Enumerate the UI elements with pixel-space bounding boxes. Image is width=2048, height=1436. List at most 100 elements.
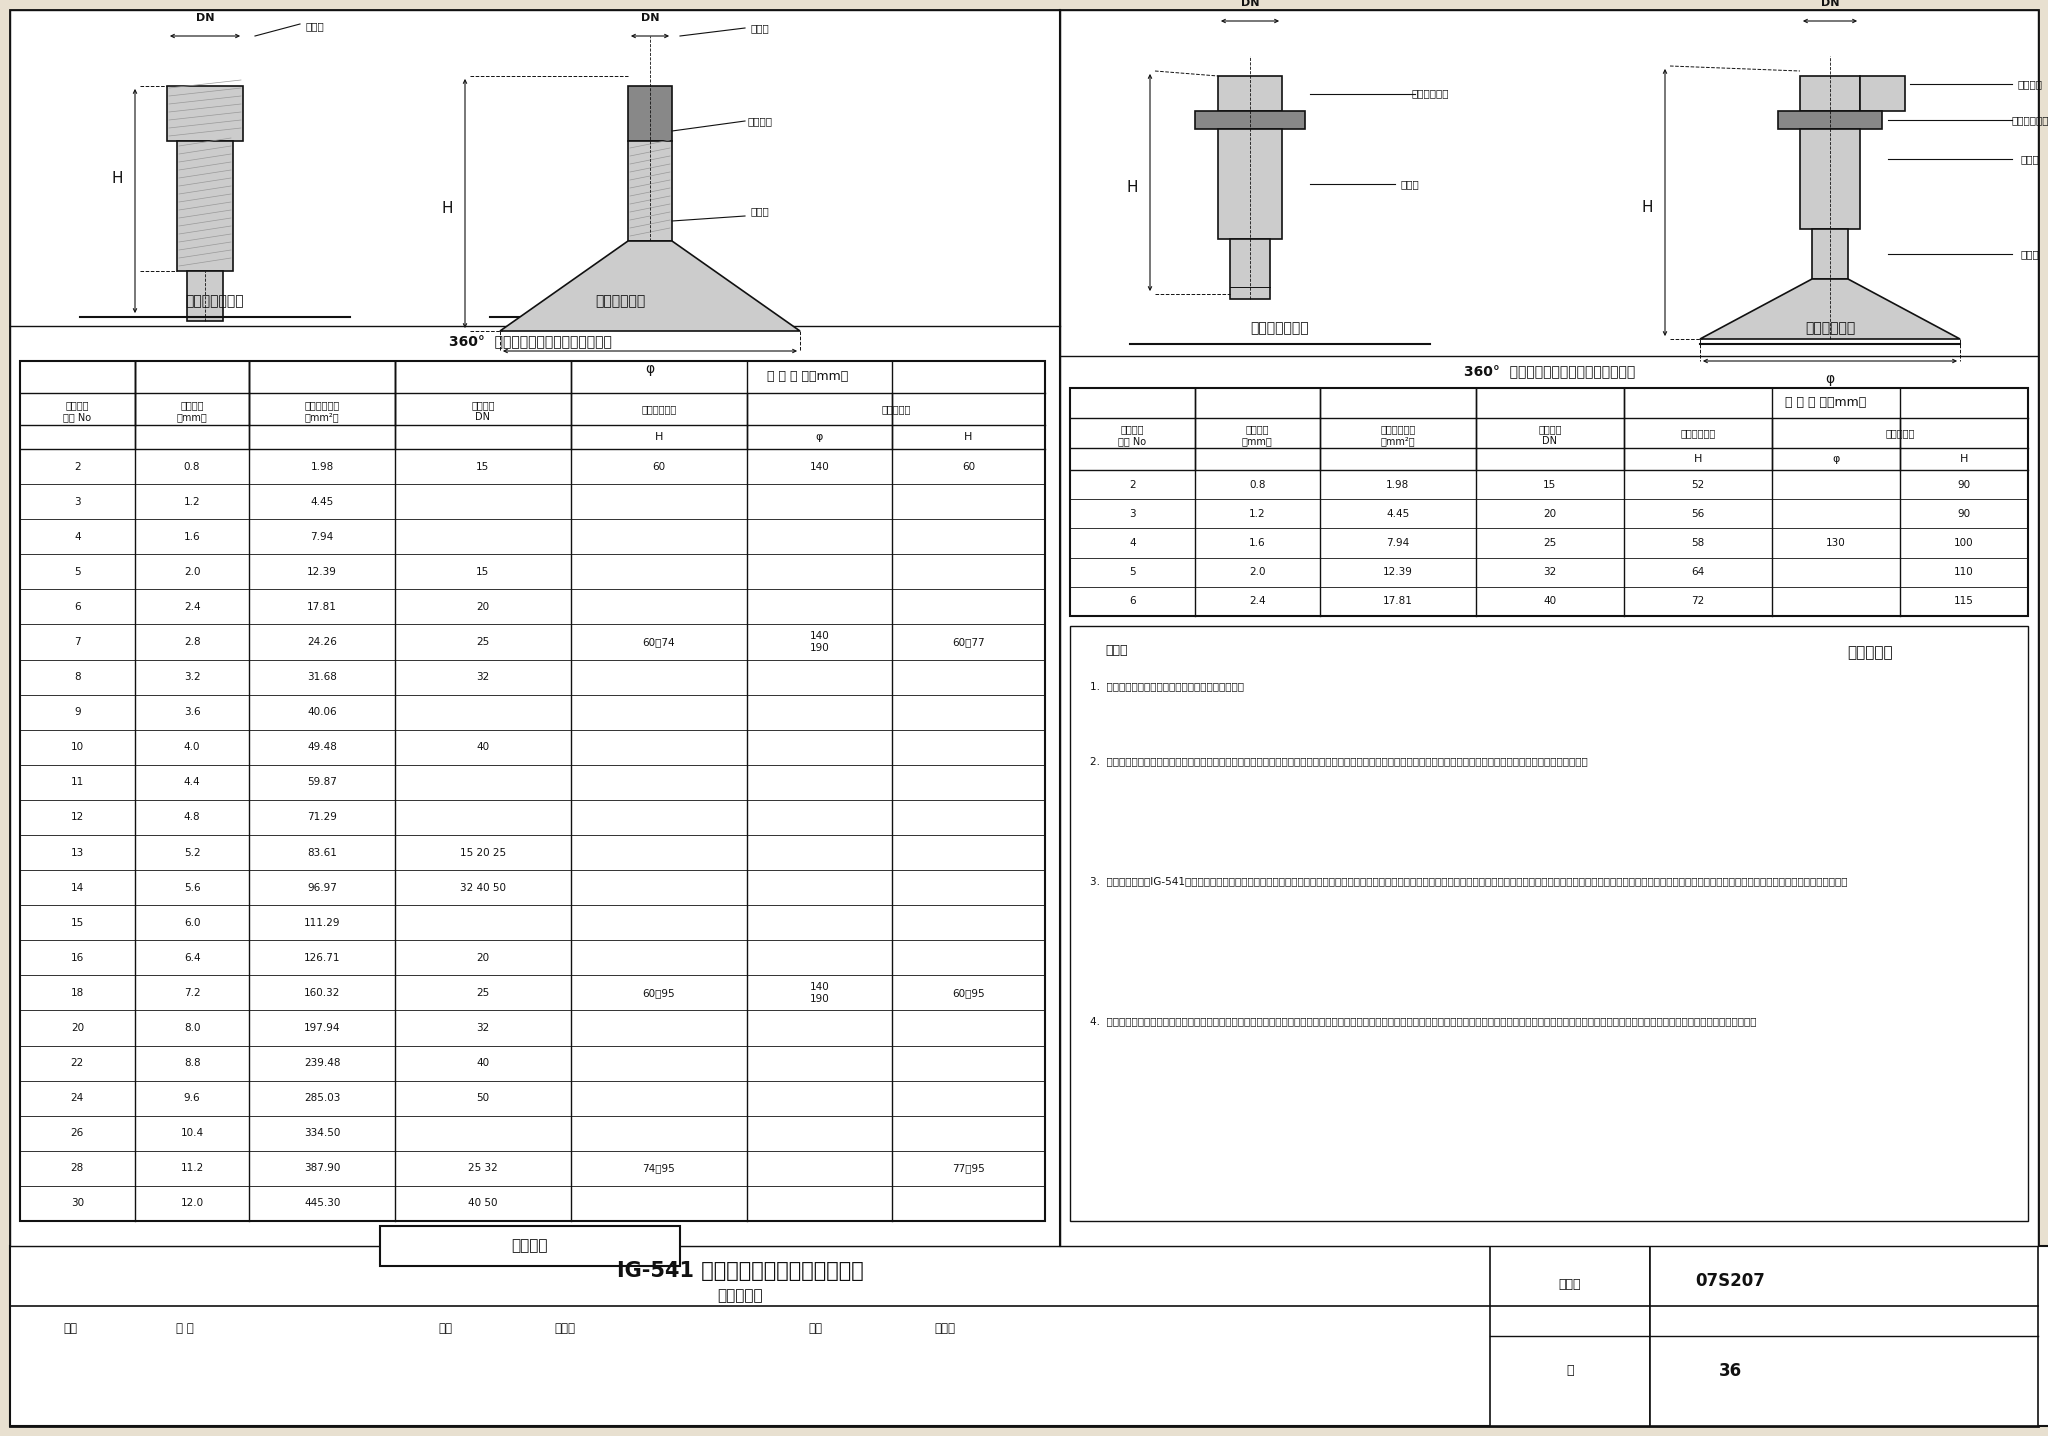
Text: 3: 3 [1128,508,1137,518]
Text: 连接管箍: 连接管箍 [2017,79,2042,89]
Text: 4.45: 4.45 [311,497,334,507]
Bar [1731,630,2009,676]
Text: H: H [440,201,453,215]
Text: 8.8: 8.8 [184,1058,201,1068]
Text: 4: 4 [1128,538,1137,549]
Text: 4.8: 4.8 [184,813,201,823]
Text: 6.4: 6.4 [184,954,201,962]
Text: 不带噴罩的噴嘴: 不带噴罩的噴嘴 [1251,322,1309,335]
Text: 11: 11 [72,777,84,787]
Text: 1.98: 1.98 [1386,480,1409,490]
Bar [1061,10,2038,1246]
Bar [1812,228,1847,279]
Text: 17.81: 17.81 [1382,596,1413,606]
Text: 17.81: 17.81 [307,602,338,612]
Text: 28: 28 [72,1163,84,1173]
Bar [1800,76,1860,111]
Text: 1.  噴嘴采用螺纹连接，有内螺纹和外螺纹两种形式。: 1. 噴嘴采用螺纹连接，有内螺纹和外螺纹两种形式。 [1090,681,1243,691]
Text: 60～95: 60～95 [952,988,985,998]
Text: 7.2: 7.2 [184,988,201,998]
Text: 接管管径
DN: 接管管径 DN [1538,424,1561,447]
Text: 20: 20 [477,602,489,612]
Text: 90: 90 [1958,508,1970,518]
Bar [10,10,1061,1246]
Text: 16: 16 [72,954,84,962]
Text: 1.6: 1.6 [1249,538,1266,549]
Text: 40: 40 [477,1058,489,1068]
Text: 140
190: 140 190 [809,630,829,653]
Text: 22: 22 [72,1058,84,1068]
Text: 9.6: 9.6 [184,1093,201,1103]
Bar [1860,76,1905,111]
Text: 130: 130 [1827,538,1845,549]
Text: 56: 56 [1692,508,1704,518]
Text: 单孔直径
（mm）: 单孔直径 （mm） [1241,424,1272,447]
Text: 单孔直径
（mm）: 单孔直径 （mm） [176,399,207,422]
Text: 24: 24 [72,1093,84,1103]
Text: 15: 15 [72,918,84,928]
Bar [1194,111,1305,129]
Text: 360°  全淡没四孔普通噴嘴外形尺寸表: 360° 全淡没四孔普通噴嘴外形尺寸表 [449,335,612,348]
Text: 审核: 审核 [63,1321,78,1334]
Text: 锁紧螺母: 锁紧螺母 [748,116,772,126]
Text: φ: φ [645,362,655,376]
Text: 72: 72 [1692,596,1704,606]
Text: 带噴罩噴嘴: 带噴罩噴嘴 [881,404,911,414]
Text: 10: 10 [72,742,84,752]
Text: 60～77: 60～77 [952,638,985,648]
Text: 140
190: 140 190 [809,982,829,1004]
Text: 3.2: 3.2 [184,672,201,682]
Text: 15: 15 [475,461,489,471]
Text: 8.0: 8.0 [184,1022,201,1032]
Text: 64: 64 [1692,567,1704,577]
Text: 9: 9 [74,707,80,717]
Bar [1778,111,1882,129]
Text: 40.06: 40.06 [307,707,338,717]
Text: 58: 58 [1692,538,1704,549]
Text: 二次减压孔板: 二次减压孔板 [1411,89,1448,99]
Text: 77～95: 77～95 [952,1163,985,1173]
Text: 40 50: 40 50 [469,1199,498,1209]
Text: 25: 25 [475,988,489,998]
Text: 说明：: 说明： [1106,645,1128,658]
Text: 4.45: 4.45 [1386,508,1409,518]
Text: 2.  噴嘴具有导向作用，能使噴出的灯火剂以更快的速度噴向被保护对象。不带噴罩的噴嘴噴出的灯火剂主要依靠火火剂的自然沉降到达被保护物体，吹顶下宜选用带噴罩的噴嘴: 2. 噴嘴具有导向作用，能使噴出的灯火剂以更快的速度噴向被保护对象。不带噴罩的噴… [1090,755,1587,765]
Bar [1800,129,1860,228]
Text: 2: 2 [1128,480,1137,490]
Circle shape [197,299,213,314]
Text: 239.48: 239.48 [303,1058,340,1068]
Text: 外 形 尺 寸（mm）: 外 形 尺 寸（mm） [768,370,848,383]
Text: 图集号: 图集号 [1559,1278,1581,1291]
Text: 115: 115 [1954,596,1974,606]
Text: 接管管径
DN: 接管管径 DN [471,399,494,422]
Text: H: H [1126,180,1139,195]
Text: 07S207: 07S207 [1696,1272,1765,1290]
Text: 页: 页 [1567,1364,1573,1377]
Text: 带噴罩的噴嘴: 带噴罩的噴嘴 [1804,322,1855,335]
Text: H: H [965,432,973,442]
Text: 带噴罩的噴嘴: 带噴罩的噴嘴 [594,294,645,307]
Text: 25: 25 [475,638,489,648]
Text: 74～95: 74～95 [643,1163,676,1173]
Text: 20: 20 [477,954,489,962]
Text: DN: DN [641,13,659,23]
Text: 10.4: 10.4 [180,1129,203,1139]
Text: 8: 8 [74,672,80,682]
Text: 党宏伟: 党宏伟 [934,1321,956,1334]
Text: 噴　罩: 噴 罩 [2021,154,2040,164]
Bar [10,1246,2048,1426]
Text: 60: 60 [963,461,975,471]
Text: 60～95: 60～95 [643,988,676,998]
Text: 4.4: 4.4 [184,777,201,787]
Text: 52: 52 [1692,480,1704,490]
Text: 60～74: 60～74 [643,638,676,648]
Text: 噴　嘴: 噴 嘴 [1401,180,1419,190]
Text: 罗定元: 罗定元 [555,1321,575,1334]
Bar [629,141,672,241]
Text: 387.90: 387.90 [303,1163,340,1173]
Text: 2.8: 2.8 [184,638,201,648]
Text: 32: 32 [475,672,489,682]
Text: 25 32: 25 32 [467,1163,498,1173]
Text: 15 20 25: 15 20 25 [459,847,506,857]
Text: DN: DN [1821,0,1839,9]
